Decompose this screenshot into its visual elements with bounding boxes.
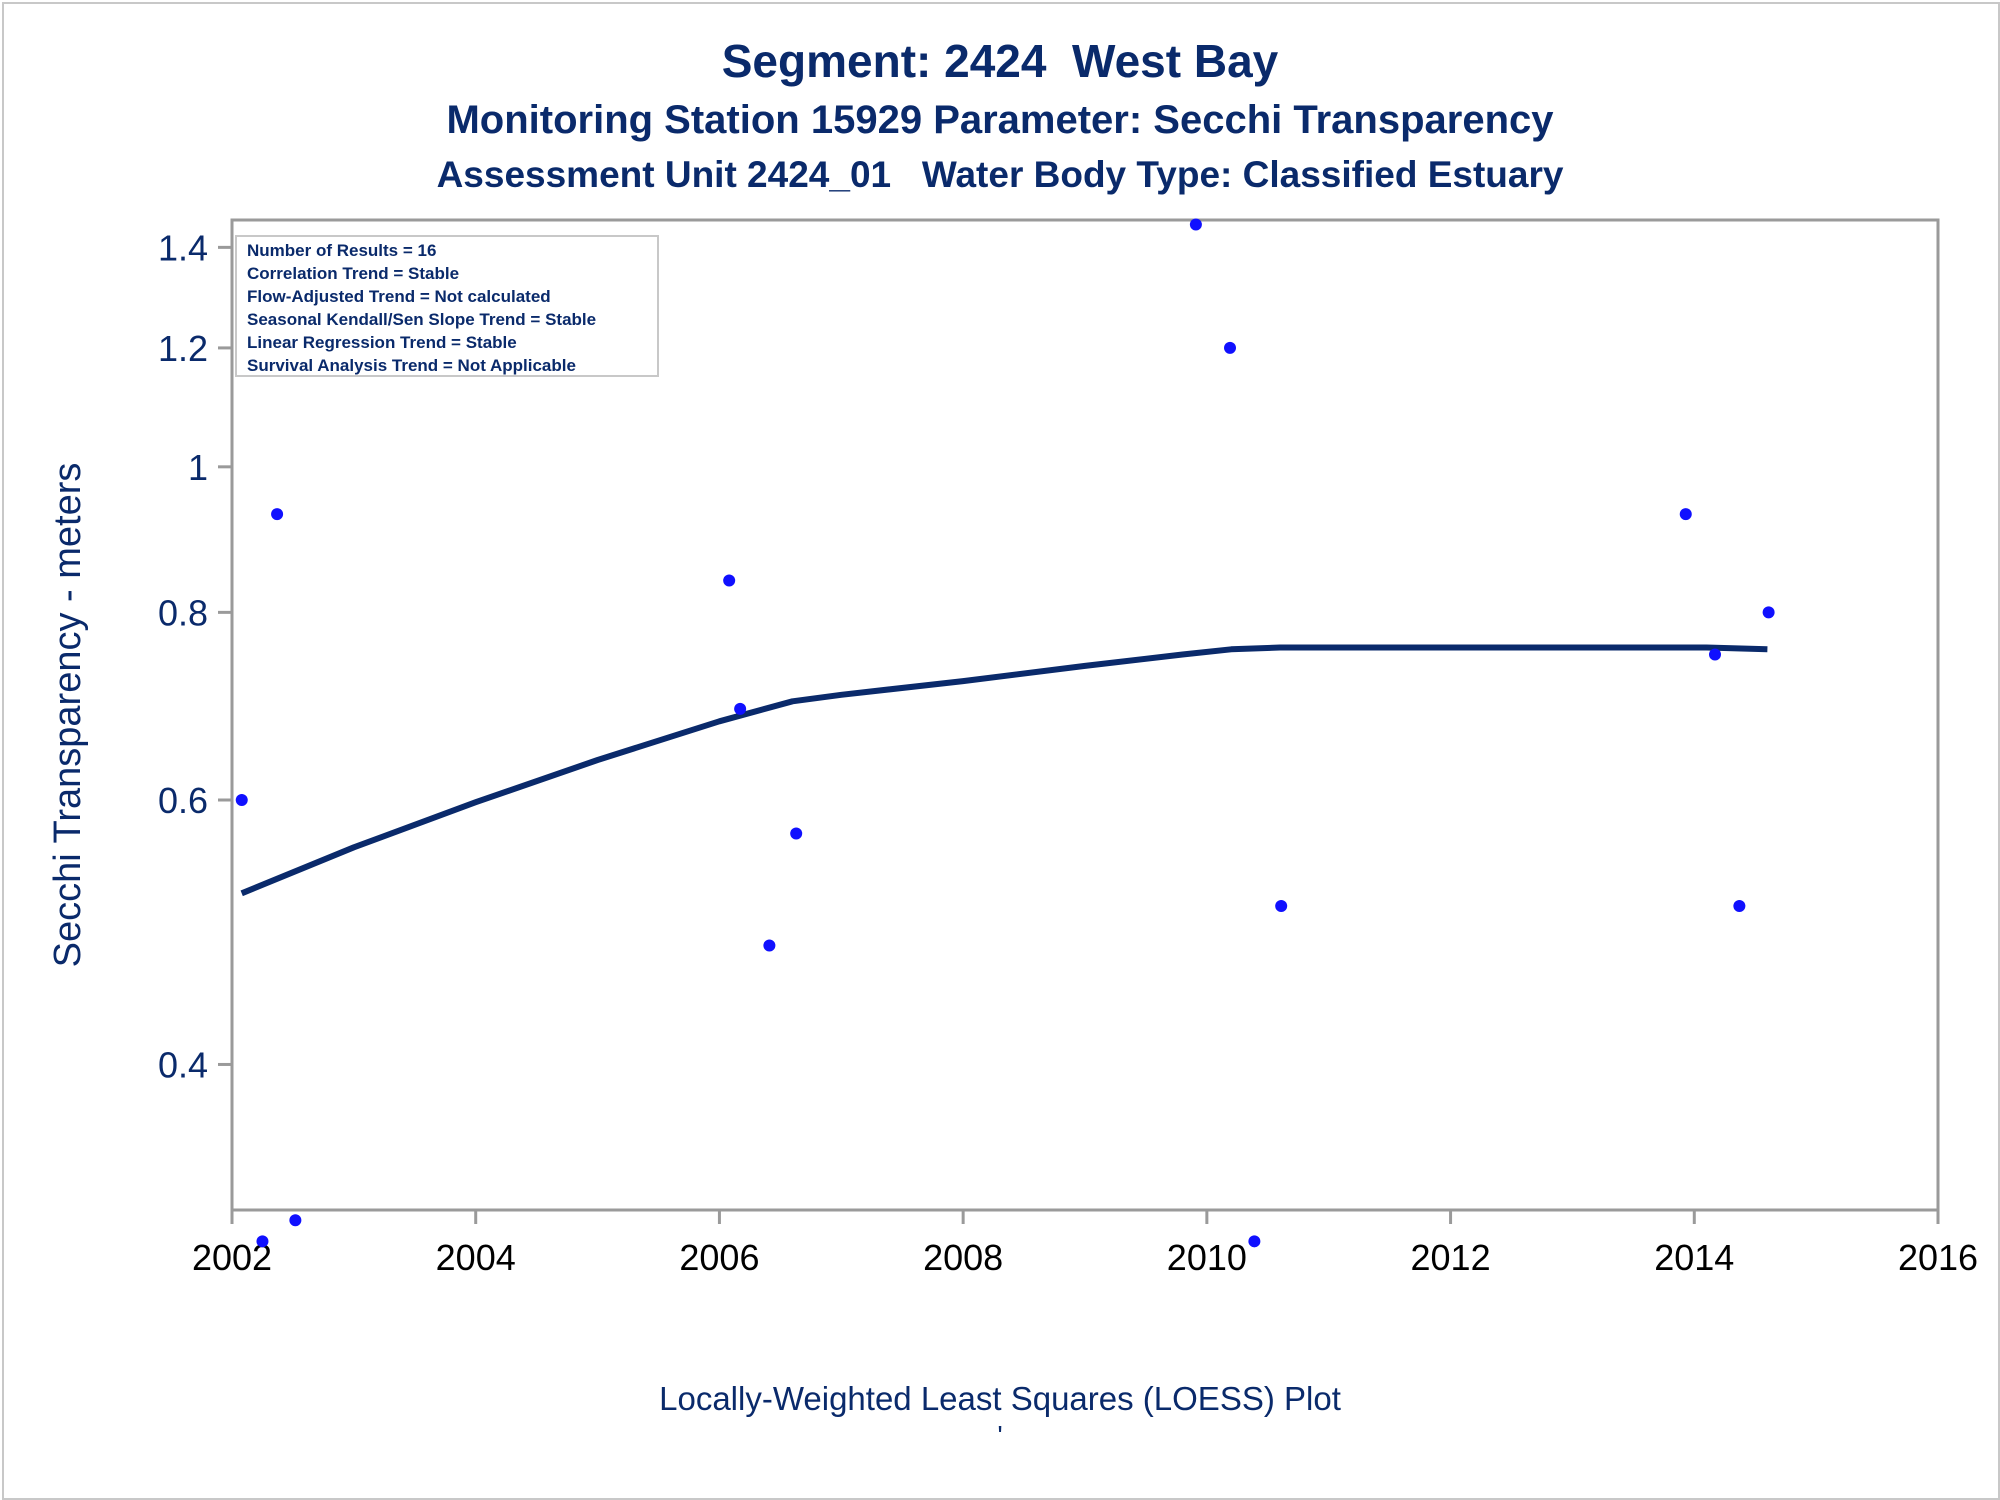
data-point bbox=[289, 1214, 302, 1227]
x-tick-label: 2008 bbox=[923, 1237, 1003, 1278]
data-point bbox=[723, 574, 736, 587]
chart-title: Segment: 2424 West Bay bbox=[721, 35, 1279, 87]
data-point bbox=[1679, 508, 1692, 521]
y-tick-label: 1 bbox=[188, 447, 208, 488]
data-point bbox=[763, 939, 776, 952]
y-axis: 0.4 0.6 0.8 1 1.2 1.4 bbox=[158, 227, 232, 1085]
data-point bbox=[1275, 900, 1288, 913]
stats-box: Number of Results = 16 Correlation Trend … bbox=[235, 235, 659, 377]
chart-subtitle-assessment: Assessment Unit 2424_01 Water Body Type:… bbox=[436, 154, 1564, 195]
stats-box-line: Seasonal Kendall/Sen Slope Trend = Stabl… bbox=[247, 310, 596, 329]
x-tick-label: 2016 bbox=[1898, 1237, 1978, 1278]
y-tick-label: 0.4 bbox=[158, 1044, 208, 1085]
stats-box-line: Survival Analysis Trend = Not Applicable bbox=[247, 356, 576, 375]
y-tick-label: 1.2 bbox=[158, 328, 208, 369]
plot-area bbox=[230, 218, 1940, 1212]
x-tick-label: 2006 bbox=[679, 1237, 759, 1278]
footnote-mark: ' bbox=[997, 1420, 1003, 1451]
data-point bbox=[235, 794, 248, 807]
data-point bbox=[256, 1235, 269, 1248]
stats-box-line: Correlation Trend = Stable bbox=[247, 264, 459, 283]
stats-box-line: Flow-Adjusted Trend = Not calculated bbox=[247, 287, 551, 306]
data-point bbox=[1224, 341, 1237, 354]
data-point bbox=[1762, 606, 1775, 619]
y-tick-label: 1.4 bbox=[158, 227, 208, 268]
series-layer bbox=[235, 218, 1775, 1248]
x-tick-label: 2004 bbox=[436, 1237, 516, 1278]
stats-box-line: Linear Regression Trend = Stable bbox=[247, 333, 517, 352]
data-point bbox=[1248, 1235, 1261, 1248]
y-tick-label: 0.8 bbox=[158, 592, 208, 633]
data-point bbox=[734, 702, 747, 715]
data-point bbox=[1709, 648, 1722, 661]
x-tick-label: 2010 bbox=[1167, 1237, 1247, 1278]
data-point bbox=[1189, 218, 1202, 231]
data-point bbox=[271, 508, 284, 521]
y-axis-label: Secchi Transparency - meters bbox=[47, 463, 89, 968]
loess-line bbox=[240, 644, 1768, 897]
chart-subtitle-station: Monitoring Station 15929 Parameter: Secc… bbox=[446, 98, 1554, 142]
x-axis: 2002 2004 2006 2008 2010 2012 2014 2016 bbox=[192, 1210, 1978, 1278]
x-tick-label: 2014 bbox=[1654, 1237, 1734, 1278]
x-tick-label: 2012 bbox=[1411, 1237, 1491, 1278]
data-point bbox=[1733, 900, 1746, 913]
footnote: Locally-Weighted Least Squares (LOESS) P… bbox=[659, 1380, 1341, 1417]
data-point bbox=[790, 827, 803, 840]
stats-box-line: Number of Results = 16 bbox=[247, 241, 436, 260]
stats-box-frame bbox=[235, 235, 659, 377]
y-tick-label: 0.6 bbox=[158, 780, 208, 821]
